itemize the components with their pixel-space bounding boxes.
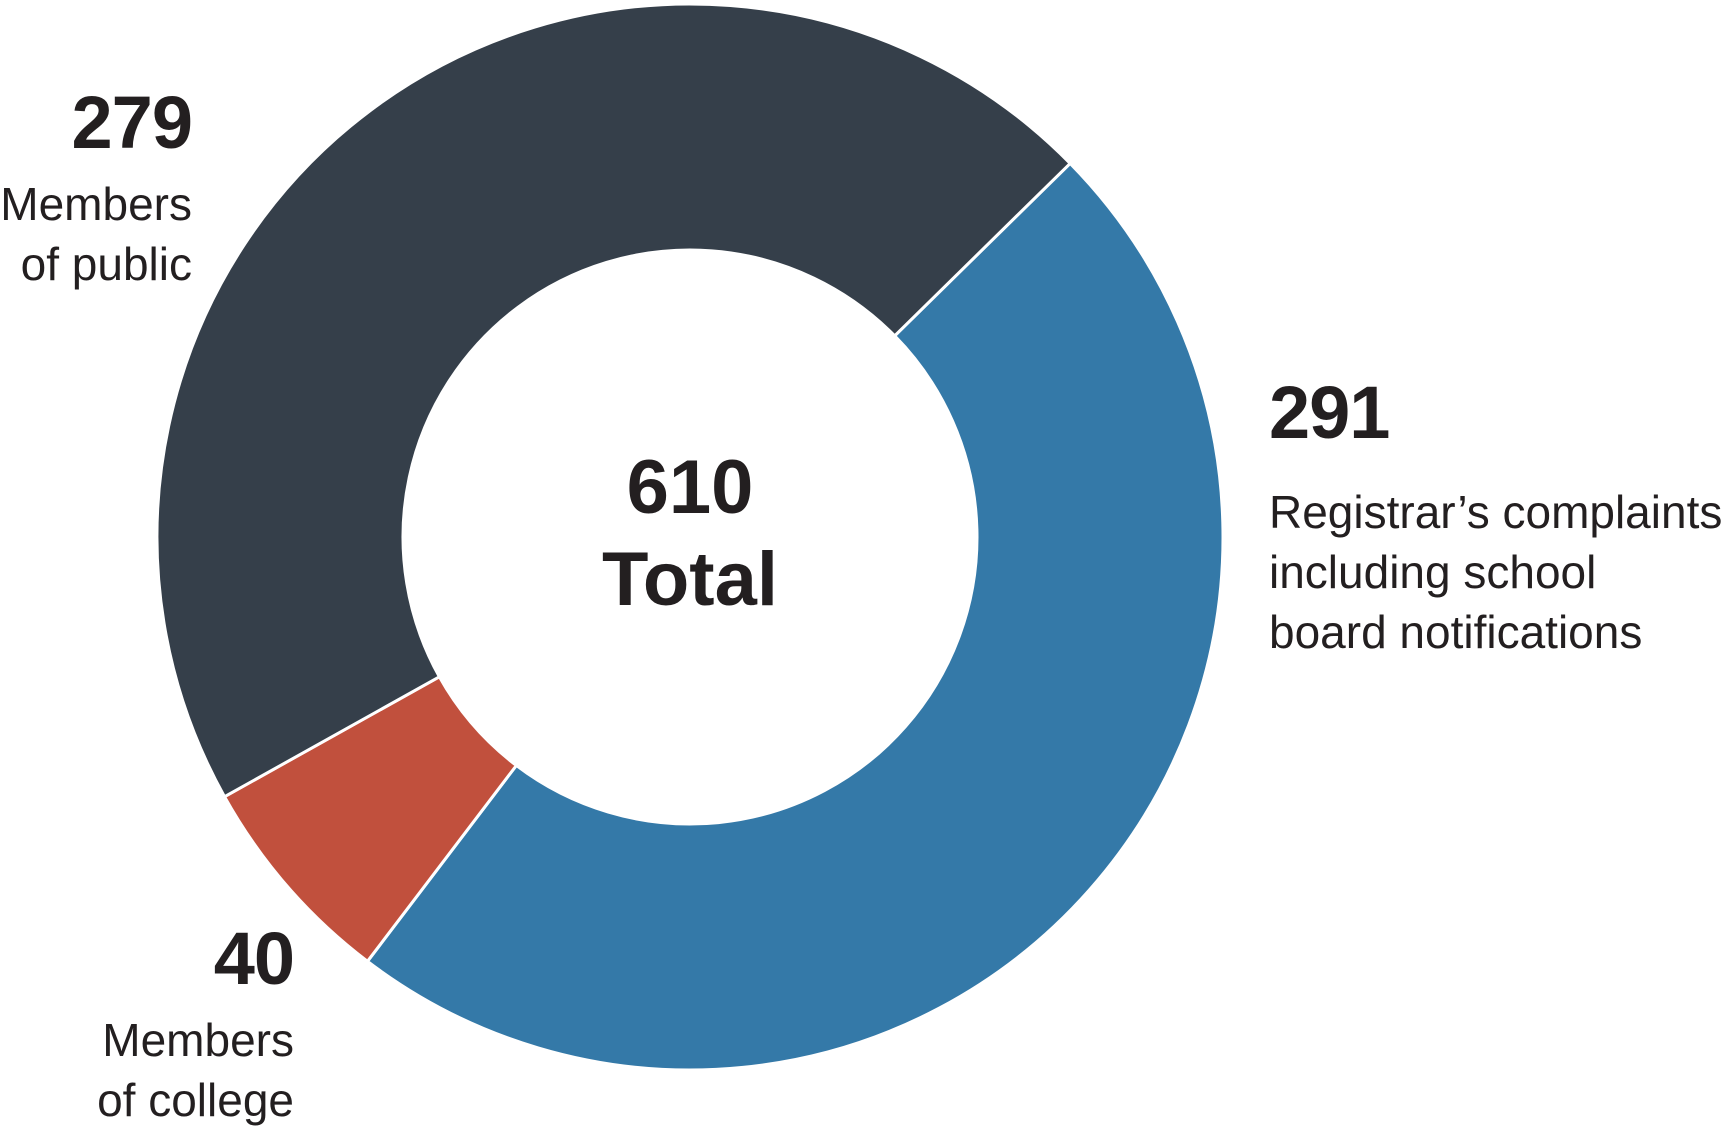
value-members-of-public: 279 <box>71 81 193 164</box>
total-value: 610 <box>626 445 754 530</box>
label-text-registrar-complaints: Registrar’s complaints including school … <box>1269 486 1723 658</box>
label-registrar-complaints: 291 Registrar’s complaints including sch… <box>1269 376 1722 662</box>
slice-registrar-complaints <box>365 161 1225 1072</box>
total-label: Total <box>602 537 778 622</box>
slice-members-of-public <box>155 2 1073 799</box>
label-text-members-of-college: Members of college <box>97 1014 294 1126</box>
label-members-of-college: 40 Members of college <box>97 917 295 1130</box>
value-members-of-college: 40 <box>213 917 295 1000</box>
value-registrar-complaints: 291 <box>1269 371 1390 454</box>
label-text-members-of-public: Members of public <box>0 178 192 290</box>
label-members-of-public: 279 Members of public <box>0 81 193 294</box>
donut-center-total: 610 Total <box>0 442 1380 626</box>
